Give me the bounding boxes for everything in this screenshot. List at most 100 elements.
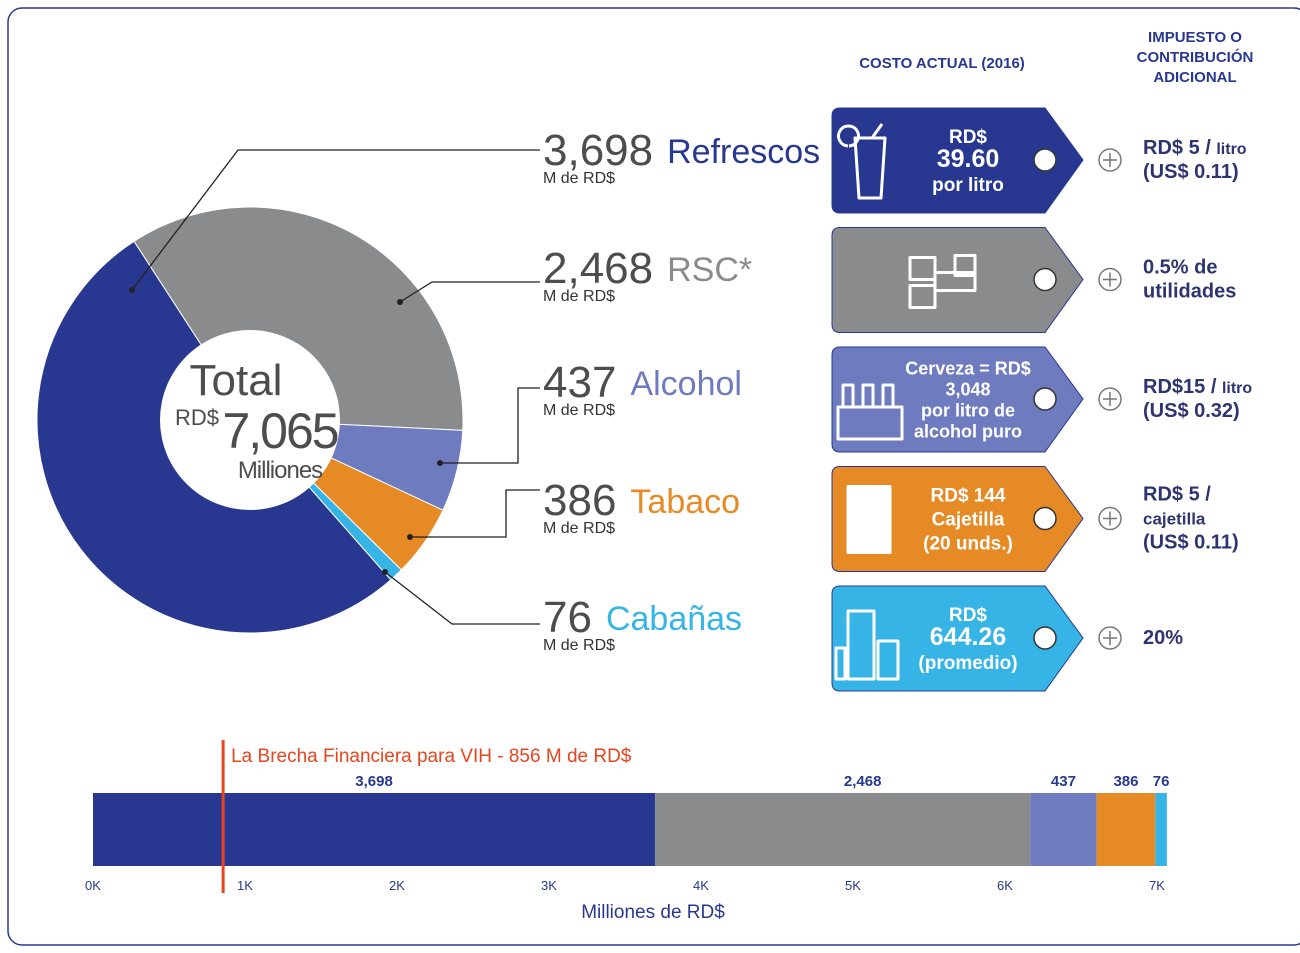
slice-category-label: Refrescos bbox=[667, 133, 820, 171]
tag-icon bbox=[837, 123, 887, 200]
tag-text: (20 unds.) bbox=[923, 534, 1013, 555]
plus-sign bbox=[1103, 272, 1117, 287]
tax-text: RD$ 5 / bbox=[1143, 484, 1211, 506]
tag-text: Cajetilla bbox=[932, 510, 1005, 531]
tax-text: cajetilla bbox=[1143, 510, 1206, 529]
price-tag bbox=[831, 227, 1084, 333]
tax-text: utilidades bbox=[1143, 281, 1236, 303]
slice-unit: M de RD$ bbox=[543, 520, 615, 537]
tag-hole bbox=[1033, 506, 1057, 531]
tax-text: 20% bbox=[1143, 627, 1183, 649]
price-tag bbox=[831, 585, 1084, 692]
slice-category-label: Tabaco bbox=[630, 483, 740, 521]
x-tick-label: 0K bbox=[85, 878, 101, 893]
slice-value-label: 76 bbox=[543, 593, 592, 642]
tax-main: utilidades bbox=[1143, 281, 1236, 303]
x-tick-label: 2K bbox=[389, 878, 405, 893]
leader-dot bbox=[382, 569, 388, 575]
slice-unit: M de RD$ bbox=[543, 288, 615, 305]
tax-text: (US$ 0.11) bbox=[1143, 161, 1239, 183]
price-tag bbox=[831, 107, 1084, 214]
x-tick-label: 3K bbox=[541, 878, 557, 893]
frame bbox=[7, 7, 1300, 946]
plus-sign bbox=[1103, 631, 1117, 645]
tax-main: cajetilla bbox=[1143, 510, 1206, 529]
tax-text: RD$15 / litro bbox=[1143, 376, 1252, 398]
bar-value-label: 437 bbox=[1051, 773, 1076, 790]
tax-text: 0.5% de bbox=[1143, 257, 1217, 279]
tax-main: RD$ 5 / bbox=[1143, 484, 1211, 506]
bar-segment bbox=[655, 793, 1031, 866]
price-tag bbox=[831, 466, 1084, 572]
tax-unit: litro bbox=[1222, 380, 1252, 397]
gap-annotation: La Brecha Financiera para VIH - 856 M de… bbox=[231, 746, 632, 767]
plus-circle bbox=[1098, 626, 1122, 650]
tax-main: RD$ 5 / bbox=[1143, 137, 1216, 159]
tax-main: 0.5% de bbox=[1143, 257, 1217, 279]
tax-main: 20% bbox=[1143, 627, 1183, 649]
bar-segment bbox=[1096, 793, 1156, 866]
price-tag bbox=[831, 346, 1084, 453]
plus-sign bbox=[1103, 153, 1117, 167]
tag-text: RD$ 144 bbox=[931, 486, 1006, 507]
tag-text: por litro de bbox=[921, 401, 1015, 421]
tag-icon bbox=[836, 383, 904, 441]
slice-unit: M de RD$ bbox=[543, 637, 615, 654]
tag-hole bbox=[1033, 387, 1057, 411]
tax-main: (US$ 0.11) bbox=[1143, 532, 1239, 554]
tag-text: por litro bbox=[932, 175, 1004, 196]
leader-dot bbox=[437, 460, 443, 466]
leader-dot bbox=[129, 287, 135, 293]
x-tick-label: 4K bbox=[693, 878, 709, 893]
bar-value-label: 386 bbox=[1113, 773, 1138, 790]
leader-line bbox=[384, 571, 540, 625]
slice-value-label: 3,698 bbox=[543, 126, 653, 175]
tag-text: 3,048 bbox=[945, 380, 990, 400]
tax-unit: litro bbox=[1216, 141, 1246, 158]
tag-text: 39.60 bbox=[937, 145, 1000, 173]
tag-hole bbox=[1033, 267, 1057, 292]
bar-value-label: 3,698 bbox=[355, 773, 393, 790]
slice-category-label: Alcohol bbox=[630, 365, 742, 403]
plus-sign bbox=[1103, 392, 1117, 406]
tax-main: (US$ 0.32) bbox=[1143, 400, 1240, 422]
center-unit: Milliones bbox=[238, 457, 323, 484]
bar-segment bbox=[1155, 793, 1167, 866]
tag-hole bbox=[1033, 148, 1057, 172]
tag-icon bbox=[908, 254, 977, 309]
x-axis-label: Milliones de RD$ bbox=[581, 902, 725, 923]
tag-hole bbox=[1033, 626, 1057, 650]
slice-category-label: RSC* bbox=[667, 251, 752, 289]
tag-text: RD$ bbox=[949, 605, 987, 626]
x-tick-label: 1K bbox=[237, 878, 253, 893]
plus-circle bbox=[1098, 506, 1122, 531]
center-currency: RD$ bbox=[175, 405, 219, 430]
plus-circle bbox=[1098, 148, 1122, 172]
center-total-label: Total bbox=[190, 356, 283, 405]
tag-text: Cerveza = RD$ bbox=[905, 359, 1031, 379]
leader-dot bbox=[407, 534, 413, 540]
tag-text: (promedio) bbox=[918, 653, 1017, 674]
tag-icon bbox=[834, 609, 900, 681]
slice-unit: M de RD$ bbox=[543, 170, 615, 187]
leader-line bbox=[410, 489, 540, 538]
tax-header: IMPUESTO O bbox=[1148, 29, 1242, 46]
tax-text: RD$ 5 / litro bbox=[1143, 137, 1247, 159]
slice-value-label: 2,468 bbox=[543, 244, 653, 293]
bar-value-label: 2,468 bbox=[844, 773, 882, 790]
donut-slice bbox=[133, 206, 464, 431]
x-tick-label: 5K bbox=[845, 878, 861, 893]
tax-main: RD$15 / bbox=[1143, 376, 1222, 398]
slice-unit: M de RD$ bbox=[543, 402, 615, 419]
tax-text: (US$ 0.32) bbox=[1143, 400, 1240, 422]
slice-value-label: 386 bbox=[543, 476, 616, 525]
tag-text: alcohol puro bbox=[914, 422, 1022, 442]
x-tick-label: 6K bbox=[997, 878, 1013, 893]
bar-segment bbox=[1030, 793, 1097, 866]
donut-hole bbox=[160, 330, 340, 510]
leader-line bbox=[440, 387, 540, 464]
bar-segment bbox=[93, 793, 656, 866]
plus-sign bbox=[1103, 511, 1117, 526]
slice-category-label: Cabañas bbox=[606, 600, 742, 638]
